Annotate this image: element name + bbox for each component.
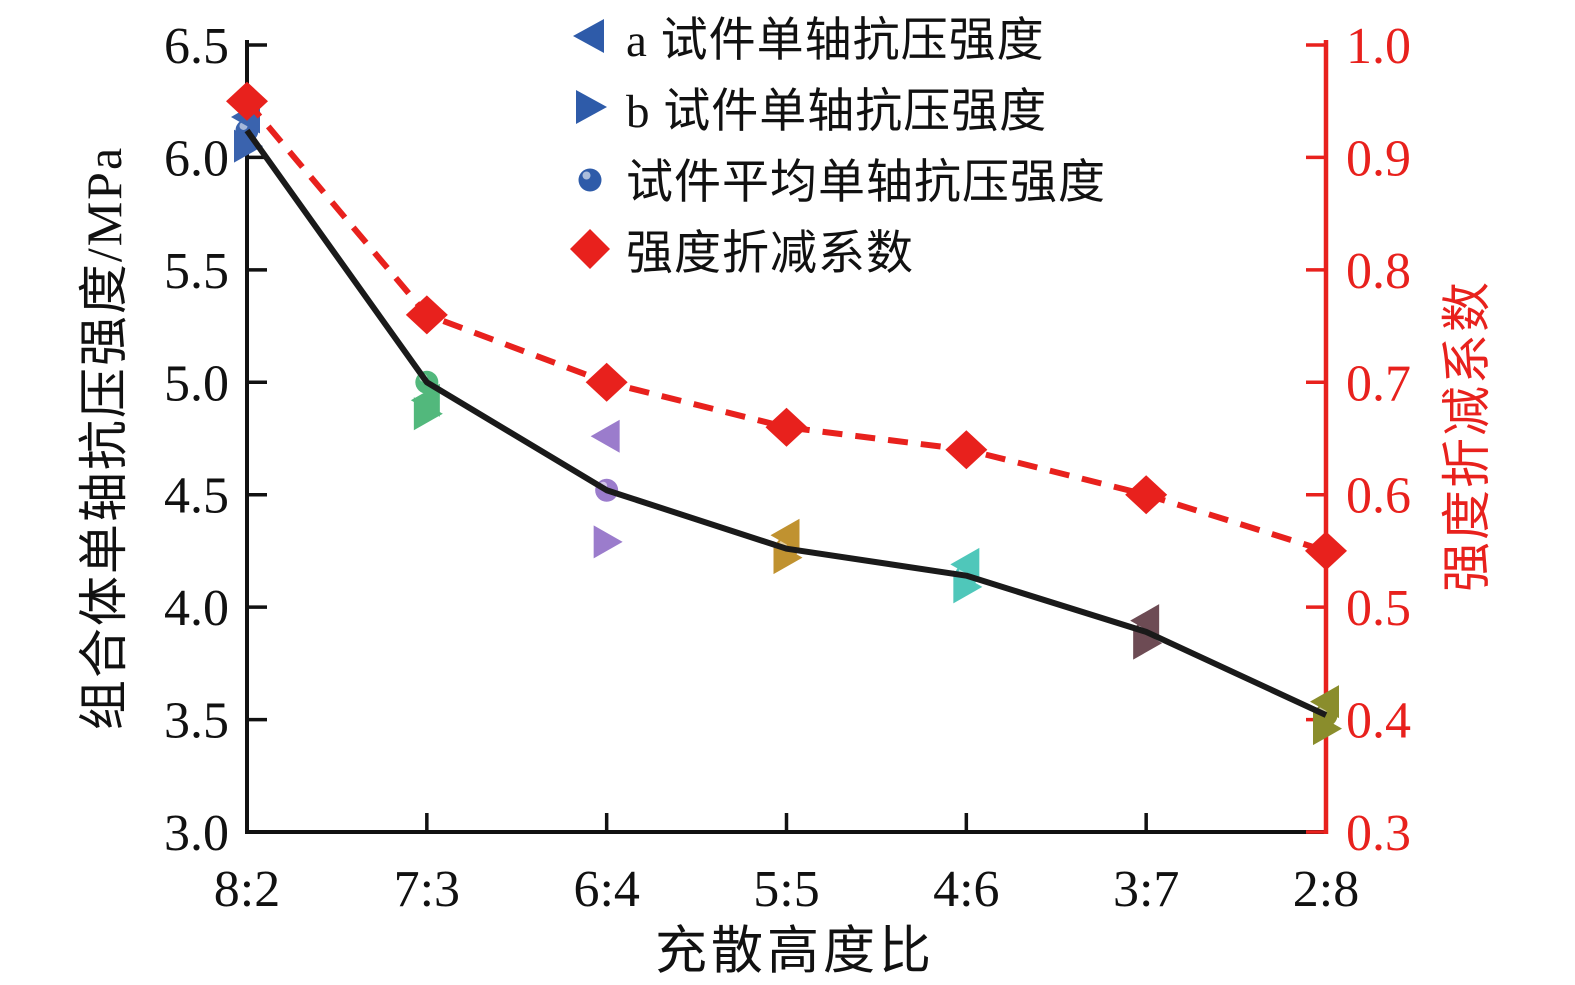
point-a-specimen-strength-3:7 xyxy=(1130,604,1160,638)
x-tick-label: 8:2 xyxy=(214,861,280,918)
circle-icon xyxy=(578,168,602,191)
right-tick-label: 0.6 xyxy=(1346,468,1411,525)
right-tick-label: 0.4 xyxy=(1346,693,1411,750)
right-tick-label: 1.0 xyxy=(1346,18,1411,75)
right-tick-label: 0.3 xyxy=(1346,805,1411,862)
point-a-specimen-strength-6:4 xyxy=(590,419,620,453)
point-a-specimen-strength-4:6 xyxy=(950,547,980,581)
right-axis-title: 强度折减系数 xyxy=(1439,280,1495,592)
point-strength-reduction-coefficient-6:4 xyxy=(585,362,628,402)
right-tick-label: 0.8 xyxy=(1346,243,1411,300)
point-strength-reduction-coefficient-2:8 xyxy=(1305,531,1347,571)
legend-label: a 试件单轴抗压强度 xyxy=(626,15,1045,67)
legend-item-b-specimen-strength: b 试件单轴抗压强度 xyxy=(566,71,1106,142)
series-markers-strength-reduction-coefficient xyxy=(226,81,1347,571)
point-strength-reduction-coefficient-3:7 xyxy=(1125,475,1168,515)
point-strength-reduction-coefficient-5:5 xyxy=(765,407,808,447)
diamond-icon xyxy=(570,228,610,269)
point-strength-reduction-coefficient-4:6 xyxy=(945,430,988,470)
point-b-specimen-strength-6:4 xyxy=(593,525,623,559)
point-a-specimen-strength-5:5 xyxy=(770,518,800,552)
right-tick-label: 0.5 xyxy=(1346,580,1411,637)
legend-item-average-specimen-strength: 试件平均单轴抗压强度 xyxy=(566,142,1106,213)
legend: a 试件单轴抗压强度 b 试件单轴抗压强度试件平均单轴抗压强度 强度折减系数 xyxy=(566,0,1106,284)
right-tick-label: 0.9 xyxy=(1346,130,1411,187)
left-axis-title: 组合体单轴抗压强度/MPa xyxy=(76,145,132,731)
point-b-specimen-strength-2:8 xyxy=(1313,712,1342,746)
legend-label: b 试件单轴抗压强度 xyxy=(626,86,1048,138)
series-markers-a-specimen-strength xyxy=(231,100,1339,719)
series-line-average-specimen-strength xyxy=(244,128,1328,718)
x-tick-label: 3:7 xyxy=(1113,861,1179,918)
point-b-specimen-strength-3:7 xyxy=(1133,626,1163,660)
point-a-specimen-strength-2:8 xyxy=(1310,685,1339,719)
left-tick-label: 4.0 xyxy=(164,580,229,637)
legend-item-strength-reduction-coefficient: 强度折减系数 xyxy=(566,213,1106,284)
left-tick-label: 3.0 xyxy=(164,805,229,862)
legend-label: 强度折减系数 xyxy=(626,228,914,280)
legend-item-a-specimen-strength: a 试件单轴抗压强度 xyxy=(566,0,1106,71)
left-tick-label: 3.5 xyxy=(164,693,229,750)
x-tick-label: 4:6 xyxy=(933,861,999,918)
point-b-specimen-strength-4:6 xyxy=(953,570,983,604)
point-b-specimen-strength-7:3 xyxy=(413,397,443,431)
x-tick-label: 7:3 xyxy=(394,861,460,918)
x-tick-label: 6:4 xyxy=(573,861,639,918)
legend-label: 试件平均单轴抗压强度 xyxy=(626,157,1106,209)
left-tick-label: 6.0 xyxy=(164,130,229,187)
x-axis-title: 充散高度比 xyxy=(654,923,936,981)
point-b-specimen-strength-8:2 xyxy=(234,129,263,163)
triangle-right-icon xyxy=(576,89,607,124)
point-strength-reduction-coefficient-8:2 xyxy=(226,81,268,121)
axes: 6.5 6.0 5.5 5.0 4.5 4.0 3.5 3.0 1.0 0.9 0.8 0.7 0.6 0… xyxy=(164,18,1411,918)
x-tick-label: 5:5 xyxy=(753,861,819,918)
x-tick-label: 2:8 xyxy=(1293,861,1359,918)
left-tick-label: 5.5 xyxy=(164,243,229,300)
triangle-left-icon xyxy=(573,18,604,53)
left-tick-label: 5.0 xyxy=(164,355,229,412)
right-tick-label: 0.7 xyxy=(1346,355,1411,412)
point-strength-reduction-coefficient-7:3 xyxy=(405,295,448,335)
left-tick-label: 6.5 xyxy=(164,18,229,75)
left-tick-label: 4.5 xyxy=(164,468,229,525)
